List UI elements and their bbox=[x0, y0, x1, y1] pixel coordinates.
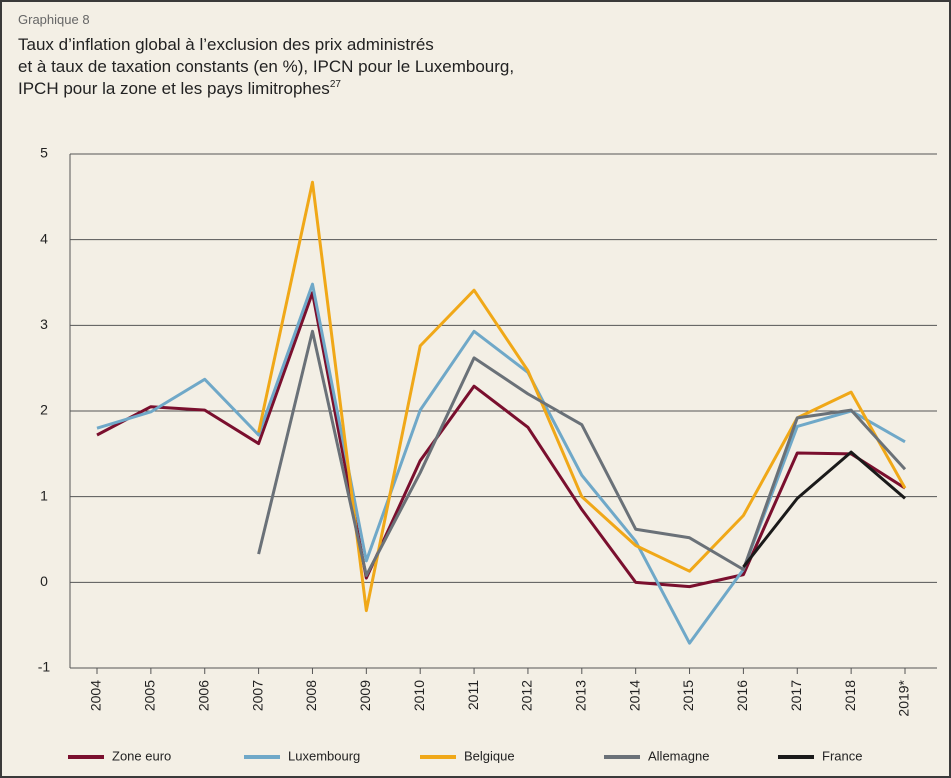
x-tick-label: 2014 bbox=[626, 680, 642, 711]
title-line: IPCH pour la zone et les pays limitrophe… bbox=[18, 79, 341, 98]
legend-label: Zone euro bbox=[112, 748, 171, 763]
y-tick-label: 0 bbox=[40, 573, 48, 589]
x-tick-label: 2008 bbox=[303, 680, 319, 711]
title-line: Taux d’inflation global à l’exclusion de… bbox=[18, 35, 434, 54]
legend-label: Belgique bbox=[464, 748, 515, 763]
title-text: IPCH pour la zone et les pays limitrophe… bbox=[18, 79, 330, 98]
x-tick-label: 2010 bbox=[411, 680, 427, 711]
x-tick-label: 2004 bbox=[88, 680, 104, 711]
y-tick-label: 5 bbox=[40, 145, 48, 161]
x-tick-label: 2012 bbox=[519, 680, 535, 711]
x-tick-label: 2015 bbox=[680, 680, 696, 711]
x-tick-label: 2019* bbox=[896, 679, 912, 716]
x-tick-label: 2018 bbox=[842, 680, 858, 711]
footnote-mark: 27 bbox=[330, 79, 342, 90]
x-tick-label: 2006 bbox=[195, 680, 211, 711]
y-tick-label: 4 bbox=[40, 230, 48, 246]
y-tick-label: 3 bbox=[40, 316, 48, 332]
x-tick-label: 2009 bbox=[357, 680, 373, 711]
x-tick-label: 2007 bbox=[249, 680, 265, 711]
legend-label: Allemagne bbox=[648, 748, 709, 763]
x-tick-label: 2017 bbox=[788, 680, 804, 711]
y-tick-label: 2 bbox=[40, 402, 48, 418]
series-line bbox=[257, 329, 907, 577]
legend-label: Luxembourg bbox=[288, 748, 360, 763]
y-tick-label: -1 bbox=[38, 659, 51, 675]
x-tick-label: 2013 bbox=[573, 680, 589, 711]
x-tick-label: 2016 bbox=[734, 680, 750, 711]
y-tick-label: 1 bbox=[40, 487, 48, 503]
chart-label: Graphique 8 bbox=[18, 12, 90, 27]
x-tick-label: 2011 bbox=[465, 680, 481, 710]
series-line bbox=[742, 450, 906, 568]
title-line: et à taux de taxation constants (en %), … bbox=[18, 57, 514, 76]
series-line bbox=[96, 291, 906, 589]
legend-label: France bbox=[822, 748, 862, 763]
x-tick-label: 2005 bbox=[142, 680, 158, 711]
